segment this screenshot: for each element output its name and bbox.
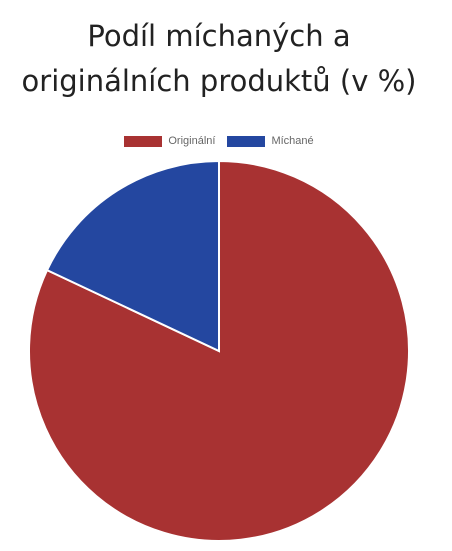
legend-swatch-originalni <box>124 135 163 147</box>
legend-item-originalni[interactable]: Originální <box>124 135 215 147</box>
legend: Originální Míchané <box>0 135 438 147</box>
chart-title: Podíl míchaných a originálních produktů … <box>0 14 438 104</box>
chart-title-line-2: originálních produktů (v %) <box>21 64 417 98</box>
legend-label-originalni: Originální <box>168 135 216 147</box>
legend-item-michane[interactable]: Míchané <box>227 135 314 147</box>
legend-swatch-michane <box>227 135 266 147</box>
legend-label-michane: Míchané <box>271 135 314 147</box>
pie-slice-michane[interactable] <box>45 159 220 353</box>
chart-title-line-1: Podíl míchaných a <box>87 19 351 53</box>
